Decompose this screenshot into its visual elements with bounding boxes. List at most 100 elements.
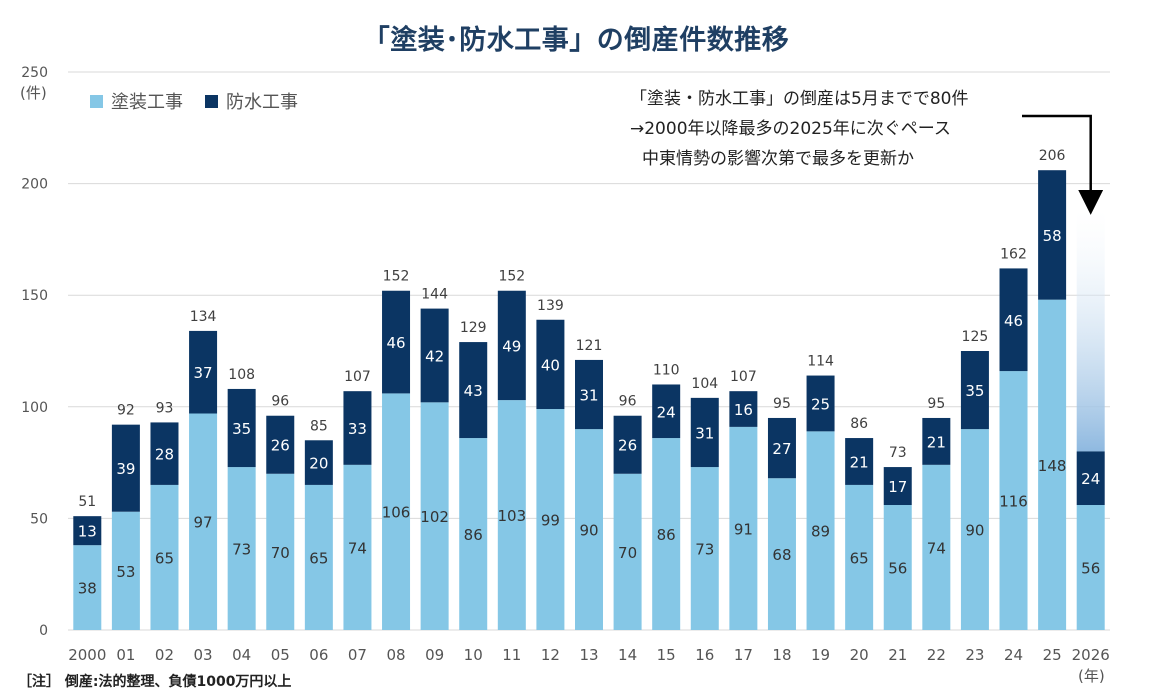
data-label-series2: 39 (116, 460, 135, 478)
data-label-series1: 90 (965, 522, 984, 540)
annotation-line-2: →2000年以降最多の2025年に次ぐペース (630, 119, 951, 139)
data-label-series1: 148 (1038, 457, 1067, 475)
total-label: 206 (1039, 148, 1066, 164)
bar-series2 (1076, 451, 1105, 506)
bar-series2 (382, 290, 411, 394)
total-label: 104 (691, 376, 718, 392)
data-label-series1: 65 (850, 549, 869, 567)
bar-series1 (536, 409, 565, 630)
x-tick-label: 08 (386, 646, 405, 664)
data-label-series1: 38 (78, 580, 97, 598)
data-label-series1: 74 (927, 539, 946, 557)
data-label-series2: 40 (541, 356, 560, 374)
data-label-series2: 43 (464, 382, 483, 400)
x-tick-label: 03 (194, 646, 213, 664)
bar-series1 (922, 464, 951, 630)
annotation-line-3: 中東情勢の影響次第で最多を更新か (642, 149, 914, 169)
x-tick-label: 21 (888, 646, 907, 664)
data-label-series2: 35 (965, 382, 984, 400)
data-label-series2: 58 (1043, 227, 1062, 245)
bar-series1 (613, 473, 642, 630)
bar-series2 (459, 342, 488, 439)
total-label: 110 (653, 362, 680, 378)
bar-series2 (767, 417, 796, 479)
total-label: 152 (498, 269, 525, 285)
data-label-series1: 70 (271, 544, 290, 562)
data-label-series1: 89 (811, 523, 830, 541)
total-label: 85 (310, 418, 328, 434)
data-label-series1: 74 (348, 539, 367, 557)
data-label-series2: 24 (1081, 470, 1100, 488)
total-label: 95 (927, 396, 945, 412)
bar-series2 (304, 440, 333, 485)
bar-series1 (266, 473, 295, 630)
x-tick-label: 19 (811, 646, 830, 664)
bar-series2 (575, 359, 603, 430)
bar-series1 (806, 431, 835, 630)
total-label: 144 (421, 287, 448, 303)
bar-series2 (497, 290, 526, 401)
bar-series1 (459, 438, 488, 630)
total-label: 107 (730, 369, 757, 385)
bar-series1 (150, 484, 179, 630)
data-label-series1: 70 (618, 544, 637, 562)
data-label-series1: 97 (194, 514, 213, 532)
data-label-series2: 46 (386, 334, 405, 352)
x-tick-label: 09 (425, 646, 444, 664)
footnote: ［注］ 倒産:法的整理、負債1000万円以上 (18, 674, 292, 690)
bar-series1 (883, 505, 912, 630)
bar-series1 (960, 429, 989, 630)
data-label-series1: 103 (497, 507, 526, 525)
x-tick-label: 16 (695, 646, 714, 664)
bar-series2 (613, 415, 642, 474)
total-label: 108 (228, 367, 255, 383)
bar-series1 (227, 467, 256, 630)
bar-series1 (845, 484, 874, 630)
data-label-series1: 65 (155, 549, 174, 567)
legend-swatch-series2 (205, 94, 218, 108)
data-label-series2: 37 (194, 364, 213, 382)
bar-series2 (845, 438, 874, 485)
data-label-series1: 106 (382, 504, 411, 522)
x-tick-label: 12 (541, 646, 560, 664)
bar-series2 (960, 351, 989, 430)
data-label-series2: 31 (695, 424, 714, 442)
data-label-series2: 24 (657, 403, 676, 421)
x-tick-label: 14 (618, 646, 637, 664)
total-label: 96 (619, 394, 637, 410)
x-tick-label: 06 (309, 646, 328, 664)
data-label-series1: 56 (1081, 560, 1100, 578)
bar-series1 (497, 400, 526, 630)
x-tick-label: 24 (1004, 646, 1023, 664)
total-label: 121 (576, 338, 603, 354)
x-tick-label: 13 (579, 646, 598, 664)
total-label: 96 (271, 394, 289, 410)
bar-series2 (883, 467, 912, 506)
data-label-series1: 86 (464, 526, 483, 544)
y-axis-unit-label: (件) (20, 84, 47, 102)
bar-series2 (536, 319, 565, 410)
x-tick-label: 15 (657, 646, 676, 664)
total-label: 107 (344, 369, 371, 385)
bar-series1 (575, 429, 603, 630)
data-label-series2: 25 (811, 395, 830, 413)
data-label-series2: 21 (850, 453, 869, 471)
bar-series1 (382, 393, 411, 630)
bar-series2 (227, 388, 256, 468)
x-tick-label: 23 (965, 646, 984, 664)
y-tick-label: 200 (21, 177, 48, 193)
x-tick-label: 22 (927, 646, 946, 664)
bar-series1 (111, 511, 140, 630)
bar-series1 (1038, 299, 1067, 630)
total-label: 93 (156, 400, 174, 416)
data-label-series2: 31 (579, 387, 598, 405)
data-label-series2: 49 (502, 337, 521, 355)
data-label-series1: 90 (579, 522, 598, 540)
total-label: 86 (850, 416, 868, 432)
bar-series2 (343, 391, 372, 465)
y-tick-label: 100 (21, 400, 48, 416)
x-tick-label: 20 (850, 646, 869, 664)
bar-series1 (343, 464, 372, 630)
bar-series2 (1038, 170, 1067, 300)
